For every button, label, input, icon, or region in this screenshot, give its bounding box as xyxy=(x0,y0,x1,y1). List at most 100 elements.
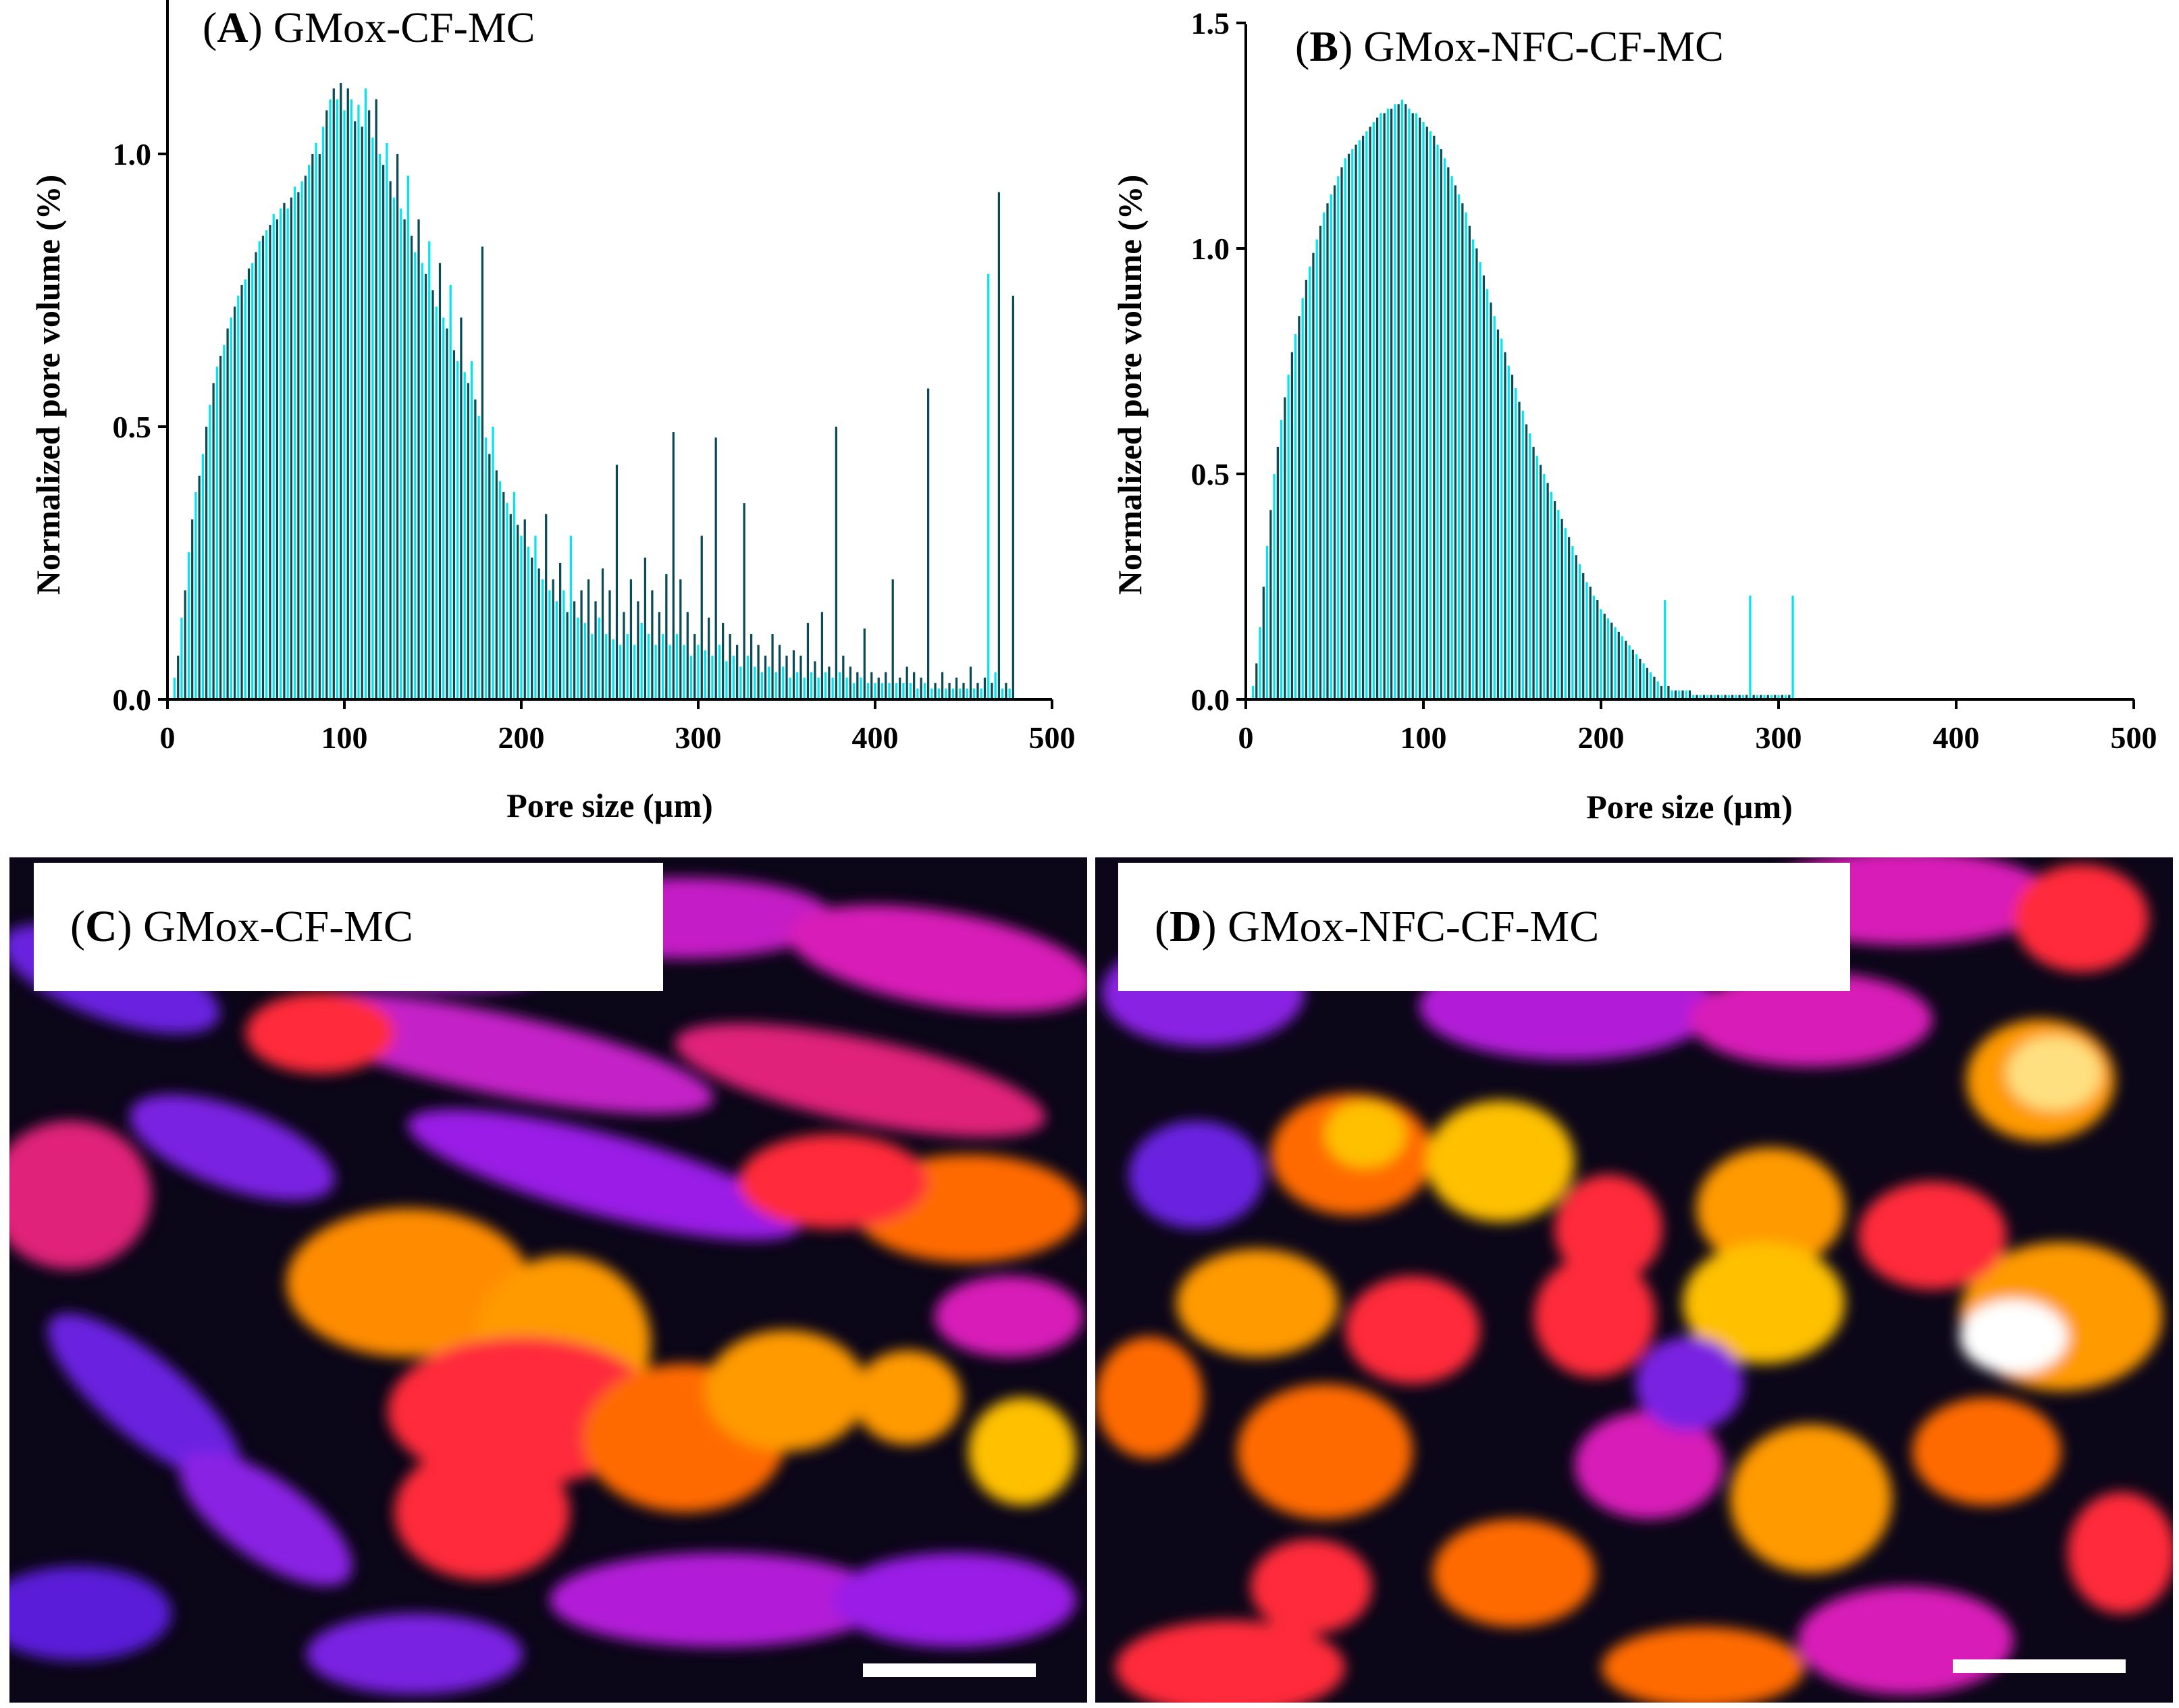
chart-b-bar xyxy=(1760,695,1762,699)
chart-b-bar xyxy=(1443,158,1446,699)
chart-b-bar xyxy=(1365,131,1368,699)
chart-a-bar xyxy=(251,263,254,700)
chart-a-bar xyxy=(290,197,293,699)
chart-a-bar xyxy=(580,590,583,699)
chart-a-bar xyxy=(194,491,197,699)
chart-a-bar xyxy=(923,683,926,699)
chart-b-x-tick-label: 500 xyxy=(2111,720,2157,755)
chart-b-bar xyxy=(1525,424,1528,699)
chart-b-bar xyxy=(1529,433,1531,699)
chart-a-bar xyxy=(396,154,399,699)
chart-a-bar xyxy=(966,688,968,699)
chart-a-bar xyxy=(471,361,473,699)
chart-a-bar xyxy=(255,252,257,699)
chart-b-bar xyxy=(1603,614,1606,699)
chart-a-bar xyxy=(729,634,731,699)
chart-a-bar xyxy=(640,622,643,699)
chart-a-bar xyxy=(283,203,286,700)
chart-a-bar xyxy=(754,666,756,699)
chart-a-bar xyxy=(548,590,551,699)
chart-b-bar xyxy=(1265,545,1269,699)
chart-a-bar xyxy=(311,154,314,699)
chart-b-bar xyxy=(1280,419,1283,699)
chart-a-bar xyxy=(495,470,498,699)
chart-a-title: (A) GMox-CF-MC xyxy=(203,3,535,51)
chart-a-bar xyxy=(566,612,569,699)
chart-a-bar xyxy=(215,367,218,699)
chart-b-bar xyxy=(1276,446,1279,699)
chart-b-bar xyxy=(1490,302,1492,699)
chart-b-bar xyxy=(1482,275,1486,700)
chart-a-bar xyxy=(905,666,908,699)
chart-a-bar xyxy=(237,296,240,700)
chart-a-bar xyxy=(368,110,371,700)
chart-b-bar xyxy=(1457,194,1461,700)
chart-a-bar xyxy=(583,622,586,699)
chart-a-bar xyxy=(442,317,445,699)
chart-b-bar xyxy=(1674,690,1677,699)
chart-b-bar xyxy=(1770,695,1773,699)
chart-a-bar xyxy=(417,219,420,700)
chart-b-bar xyxy=(1440,149,1442,700)
chart-a-bar xyxy=(410,236,413,699)
chart-b-bar xyxy=(1404,104,1407,700)
chart-a-bar xyxy=(824,672,827,699)
chart-b-bar xyxy=(1461,203,1464,699)
chart-a-bar xyxy=(849,666,851,699)
chart-a-bar xyxy=(509,514,512,699)
chart-a-bar xyxy=(683,645,685,699)
chart-a-bar xyxy=(375,99,377,699)
chart-a-bar xyxy=(527,546,530,699)
chart-a-bar xyxy=(502,491,505,699)
chart-b-bar xyxy=(1507,365,1510,699)
chart-a-bar xyxy=(315,142,317,700)
chart-b-bar xyxy=(1337,176,1340,699)
chart-a-bar xyxy=(926,388,930,699)
chart-a-bar xyxy=(775,672,777,699)
chart-a-bar xyxy=(725,661,728,699)
chart-b-bar xyxy=(1394,104,1396,700)
chart-a-bar xyxy=(354,121,357,699)
chart-a-bar xyxy=(782,666,785,699)
chart-a-bar xyxy=(594,601,597,699)
chart-b-bar xyxy=(1681,690,1684,699)
chart-b-bar xyxy=(1731,695,1734,699)
chart-a-bar xyxy=(247,268,251,699)
chart-a-x-ticks: 0 100 200 300 400 500 xyxy=(160,699,1076,755)
chart-a-bar xyxy=(888,683,891,699)
chart-a-bar xyxy=(885,672,887,699)
chart-a-bar xyxy=(555,601,558,699)
chart-a-bar xyxy=(460,317,463,699)
chart-b-x-tick-label: 200 xyxy=(1578,720,1625,755)
chart-a-bar xyxy=(916,688,919,699)
chart-b-bar xyxy=(1351,149,1354,700)
chart-a-bar xyxy=(899,677,901,699)
chart-a-bar xyxy=(997,192,1001,699)
chart-a-x-tick-label: 0 xyxy=(160,720,176,755)
chart-b-bar xyxy=(1596,600,1599,699)
chart-b-bar xyxy=(1568,537,1571,699)
chart-a-bar xyxy=(870,672,873,699)
chart-a-bar xyxy=(591,634,594,699)
chart-a-bar xyxy=(1008,688,1011,699)
chart-b-bar xyxy=(1479,262,1481,699)
chart-b-bar xyxy=(1650,672,1652,699)
chart-a-bar xyxy=(806,622,810,699)
chart-b-bar xyxy=(1333,185,1336,700)
chart-a-bar xyxy=(403,219,406,700)
chart-b-bar xyxy=(1372,122,1375,699)
chart-a-bar xyxy=(934,683,937,699)
chart-b-bar xyxy=(1408,108,1411,700)
chart-b-bar xyxy=(1294,333,1297,699)
chart-a-bar xyxy=(658,612,660,699)
chart-b-bar xyxy=(1287,375,1290,699)
chart-b-bar xyxy=(1763,695,1766,699)
chart-a-bar xyxy=(275,219,279,700)
chart-b-letter: B xyxy=(1309,22,1338,70)
chart-a-bar xyxy=(378,154,382,699)
chart-a-bar xyxy=(180,617,183,699)
chart-a-bar xyxy=(648,634,650,699)
chart-a-bar xyxy=(739,666,742,699)
chart-b-bar xyxy=(1251,685,1255,699)
chart-a-bar xyxy=(686,612,689,699)
